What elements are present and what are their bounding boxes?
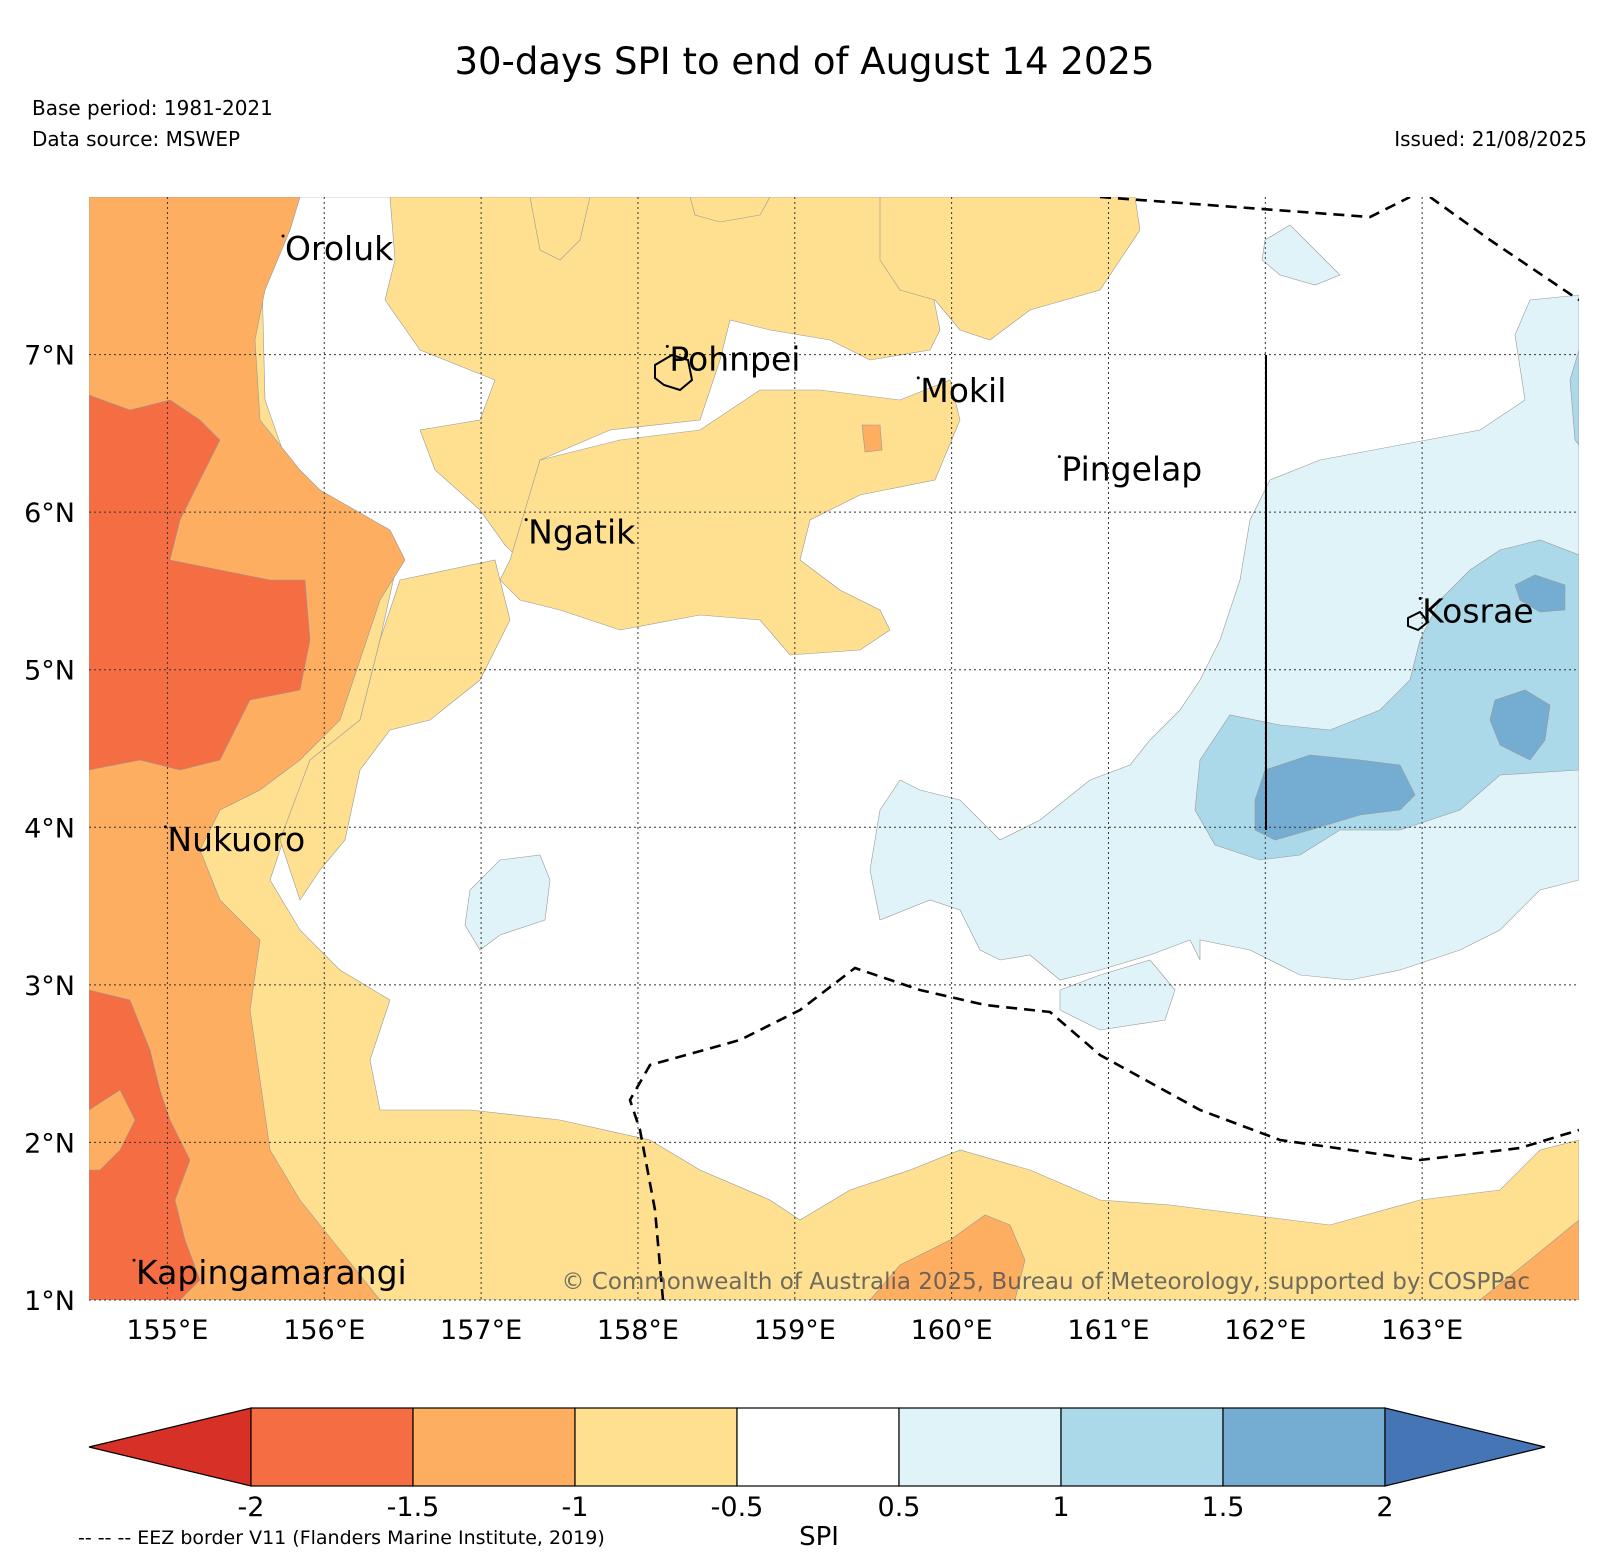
spi-band-p15-p2 xyxy=(1514,574,1566,613)
colorbar-segment xyxy=(1222,1407,1386,1487)
colorbar-extend-high xyxy=(1384,1407,1546,1487)
lon-tick-label: 161°E xyxy=(1067,1315,1149,1346)
island-marker xyxy=(1418,596,1422,600)
lat-tick-label: 2°N xyxy=(24,1128,75,1159)
colorbar-tick-label: -1.5 xyxy=(387,1492,440,1523)
spi-band-m1-m05 xyxy=(689,197,771,223)
eez-border-north xyxy=(1099,197,1411,219)
spi-band-m2-m15 xyxy=(89,394,311,771)
spi-field xyxy=(89,197,1579,1300)
lat-tick-label: 5°N xyxy=(24,656,75,687)
island-marker xyxy=(665,344,669,348)
issued-date-label: Issued: 21/08/2025 xyxy=(1394,127,1587,151)
copyright-text: © Commonwealth of Australia 2025, Bureau… xyxy=(561,1269,1530,1295)
colorbar-tick-label: -2 xyxy=(238,1492,265,1523)
spi-band-m1-m05 xyxy=(279,559,511,901)
kosrae-island-outline xyxy=(1407,610,1430,632)
colorbar-tick-label: 1 xyxy=(1052,1492,1069,1523)
spi-band-m15-m1 xyxy=(1479,1219,1579,1300)
spi-band-m1-m05 xyxy=(879,197,1141,341)
eez-footnote: -- -- -- EEZ border V11 (Flanders Marine… xyxy=(78,1527,605,1549)
colorbar-tick-label: -0.5 xyxy=(711,1492,764,1523)
place-label: Mokil xyxy=(920,371,1006,410)
spi-band-p1-p15 xyxy=(1569,349,1579,446)
lat-tick-label: 4°N xyxy=(24,813,75,844)
lon-tick-label: 157°E xyxy=(440,1315,522,1346)
spi-band-p15-p2 xyxy=(1254,754,1416,841)
lat-tick-label: 6°N xyxy=(24,498,75,529)
lat-tick-label: 1°N xyxy=(24,1286,75,1317)
base-period-label: Base period: 1981-2021 xyxy=(32,96,273,120)
spi-colorbar: -2 -1.5 -1 -0.5 0.5 1 1.5 2 xyxy=(88,1407,1546,1523)
lon-tick-label: 163°E xyxy=(1381,1315,1463,1346)
island-marker xyxy=(916,376,920,380)
lat-tick-label: 3°N xyxy=(24,971,75,1002)
pohnpei-island-outline xyxy=(654,353,694,392)
island-marker xyxy=(281,234,285,238)
lon-tick-label: 159°E xyxy=(754,1315,836,1346)
colorbar-segment xyxy=(250,1407,414,1487)
colorbar-segment xyxy=(736,1407,900,1487)
colorbar-tick-label: 0.5 xyxy=(878,1492,921,1523)
colorbar-tick-label: 1.5 xyxy=(1202,1492,1245,1523)
place-label: Ngatik xyxy=(528,513,636,552)
colorbar-segment xyxy=(1060,1407,1224,1487)
island-marker xyxy=(163,825,167,829)
colorbar-extend-low xyxy=(88,1407,252,1487)
island-marker xyxy=(524,518,528,522)
colorbar-label: SPI xyxy=(799,1522,839,1552)
place-label: Kosrae xyxy=(1422,591,1533,630)
axis-labels: 155°E 156°E 157°E 158°E 159°E 160°E 161°E 162°E… xyxy=(24,341,1463,1346)
place-label: Oroluk xyxy=(285,229,394,268)
place-labels: Oroluk Pohnpei Mokil Pingelap Ngatik Kosrae Nu… xyxy=(132,229,1534,1292)
colorbar-segment xyxy=(574,1407,738,1487)
place-label: Kapingamarangi xyxy=(136,1253,407,1292)
lon-tick-label: 158°E xyxy=(597,1315,679,1346)
spi-band-m2-m15 xyxy=(89,989,201,1300)
colorbar-tick-label: 2 xyxy=(1376,1492,1393,1523)
colorbar-segment xyxy=(412,1407,576,1487)
data-source-label: Data source: MSWEP xyxy=(32,127,241,151)
lon-tick-label: 160°E xyxy=(911,1315,993,1346)
eez-border-northeast xyxy=(1429,197,1579,302)
place-label: Nukuoro xyxy=(167,820,305,859)
island-marker xyxy=(132,1258,136,1262)
lon-tick-label: 155°E xyxy=(126,1315,208,1346)
eez-border xyxy=(628,197,1579,1300)
spi-band-p05-p1 xyxy=(464,854,551,951)
lat-tick-label: 7°N xyxy=(24,341,75,372)
lon-tick-label: 162°E xyxy=(1224,1315,1306,1346)
map-title: 30-days SPI to end of August 14 2025 xyxy=(454,40,1155,83)
spi-band-m1-m05 xyxy=(529,197,591,261)
place-label: Pingelap xyxy=(1061,450,1202,489)
place-label: Pohnpei xyxy=(669,339,800,378)
spi-band-m2-m15 xyxy=(89,1089,136,1171)
spi-band-p15-p2 xyxy=(1489,689,1551,761)
spi-band-m1-m05 xyxy=(499,379,961,656)
island-marker xyxy=(1057,455,1061,459)
spi-band-m15-m1 xyxy=(869,1214,1026,1300)
lon-tick-label: 156°E xyxy=(283,1315,365,1346)
eez-border-south xyxy=(628,966,1579,1300)
colorbar-tick-label: -1 xyxy=(562,1492,589,1523)
spi-band-m15-m1 xyxy=(861,424,883,453)
colorbar-segment xyxy=(898,1407,1062,1487)
